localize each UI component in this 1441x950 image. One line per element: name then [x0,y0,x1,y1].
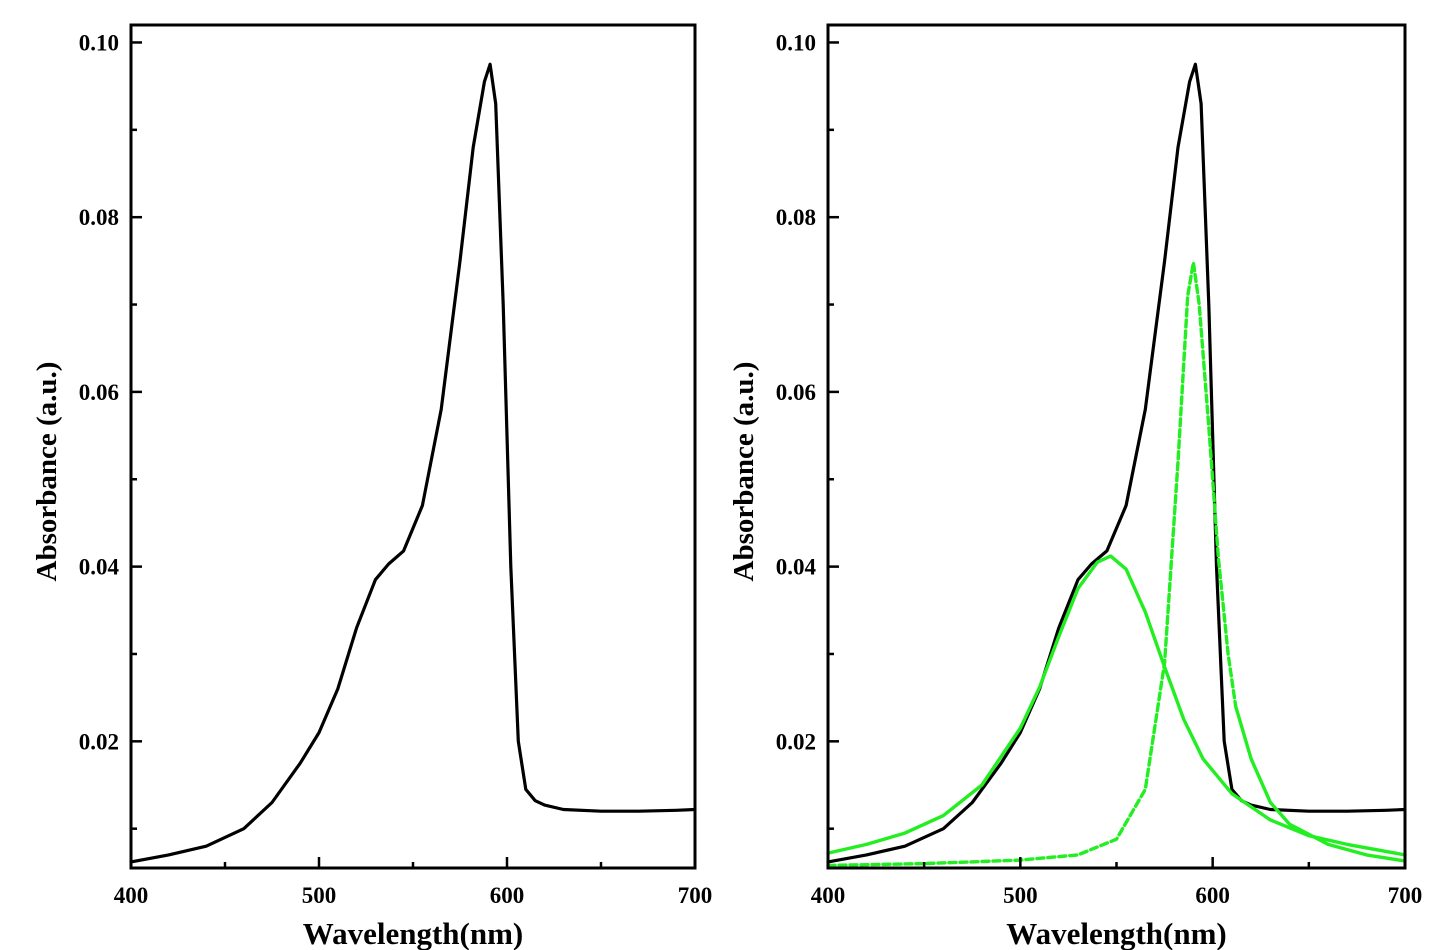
y-tick-label-0-4: 0.10 [79,30,119,55]
plot-frame-1 [828,25,1405,868]
x-axis-title-0: Wavelength(nm) [303,916,523,950]
y-tick-label-1-1: 0.04 [776,555,817,580]
series-line-1-2 [828,263,1236,866]
y-tick-label-1-4: 0.10 [776,30,816,55]
y-tick-label-1-2: 0.06 [776,380,816,405]
series-line-0-0 [131,64,695,862]
x-axis-title-1: Wavelength(nm) [1006,916,1226,950]
x-tick-label-0-1: 500 [302,883,337,908]
y-tick-label-0-0: 0.02 [79,729,119,754]
x-tick-label-0-3: 700 [678,883,713,908]
x-tick-label-1-0: 400 [811,883,846,908]
x-tick-label-0-2: 600 [490,883,525,908]
y-tick-label-1-0: 0.02 [776,729,816,754]
series-line-1-0 [828,64,1405,862]
y-tick-label-0-3: 0.08 [79,205,119,230]
plot-frame-0 [131,25,695,868]
y-tick-label-1-3: 0.08 [776,205,816,230]
x-tick-label-0-0: 400 [114,883,149,908]
right-absorbance-fit-panel: 400 500 600 700 0.02 0.04 0.06 0.08 0.10 Waveleng… [728,25,1422,950]
y-tick-label-0-1: 0.04 [79,555,120,580]
y-axis-title-1: Absorbance (a.u.) [728,362,760,582]
x-tick-label-1-2: 600 [1195,883,1230,908]
y-tick-label-0-2: 0.06 [79,380,119,405]
left-absorbance-panel: 400 500 600 700 0.02 0.04 0.06 0.08 0.10 Waveleng… [31,25,712,950]
x-tick-label-1-1: 500 [1003,883,1038,908]
y-axis-title-0: Absorbance (a.u.) [31,362,63,582]
x-tick-label-1-3: 700 [1388,883,1423,908]
